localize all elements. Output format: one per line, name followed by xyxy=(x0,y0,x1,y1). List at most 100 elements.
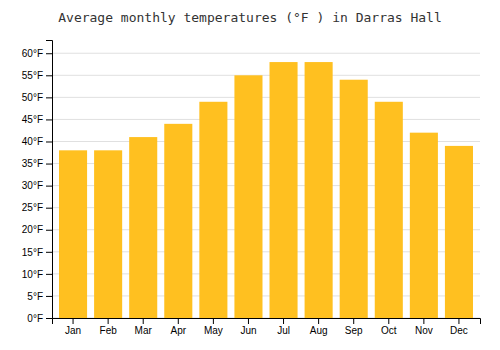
tick-mark xyxy=(46,164,52,165)
y-tick: 5°F xyxy=(27,291,52,302)
tick-label: 0°F xyxy=(27,313,43,324)
bar xyxy=(199,102,227,318)
tick-mark xyxy=(143,318,144,324)
tick-mark xyxy=(46,296,52,297)
tick-mark xyxy=(283,318,284,324)
x-axis: Jan Feb Mar Apr May Jun Jul Aug Sep Oct Nov Dec xyxy=(53,318,481,336)
x-tick: Apr xyxy=(171,318,187,336)
y-tick: 40°F xyxy=(22,136,52,147)
tick-label: Nov xyxy=(415,325,433,336)
tick-mark xyxy=(46,119,52,120)
tick-label: Apr xyxy=(171,325,187,336)
tick-label: Sep xyxy=(345,325,363,336)
grid-line xyxy=(52,53,480,54)
tick-mark xyxy=(46,97,52,98)
bar xyxy=(234,75,262,318)
tick-mark xyxy=(318,318,319,324)
tick-mark xyxy=(423,318,424,324)
tick-label: 10°F xyxy=(22,269,43,280)
tick-mark xyxy=(73,318,74,324)
grid-line xyxy=(52,97,480,98)
tick-label: May xyxy=(204,325,223,336)
y-tick: 30°F xyxy=(22,180,52,191)
bar xyxy=(410,133,438,318)
tick-mark xyxy=(46,252,52,253)
chart: Average monthly temperatures (°F ) in Da… xyxy=(0,0,500,350)
tick-mark xyxy=(46,274,52,275)
tick-mark xyxy=(46,230,52,231)
x-tick: May xyxy=(204,318,223,336)
y-tick: 20°F xyxy=(22,224,52,235)
tick-label: 40°F xyxy=(22,136,43,147)
y-tick: 10°F xyxy=(22,269,52,280)
bar xyxy=(59,150,87,318)
tick-label: 5°F xyxy=(27,291,43,302)
tick-mark xyxy=(46,75,52,76)
x-tick: Nov xyxy=(415,318,433,336)
grid-line xyxy=(52,75,480,76)
x-tick: Mar xyxy=(135,318,153,336)
plot: 0°F 5°F 10°F 15°F 20°F 25°F 30°F 35°F 40°F 45°F 50… xyxy=(22,41,481,337)
y-tick: 55°F xyxy=(22,70,52,81)
tick-label: 15°F xyxy=(22,247,43,258)
x-tick: Dec xyxy=(450,318,468,336)
tick-label: 25°F xyxy=(22,202,43,213)
bar xyxy=(129,137,157,318)
tick-mark xyxy=(108,318,109,324)
bar xyxy=(375,102,403,318)
tick-label: Jan xyxy=(65,325,81,336)
tick-mark xyxy=(388,318,389,324)
tick-label: 30°F xyxy=(22,180,43,191)
y-tick: 60°F xyxy=(22,48,52,59)
tick-label: 50°F xyxy=(22,92,43,103)
x-tick: Aug xyxy=(310,318,328,336)
tick-label: 55°F xyxy=(22,70,43,81)
tick-label: Dec xyxy=(450,325,468,336)
x-tick: Feb xyxy=(100,318,118,336)
tick-label: Aug xyxy=(310,325,328,336)
x-tick: Jul xyxy=(277,318,290,336)
tick-label: Jul xyxy=(277,325,290,336)
bar xyxy=(340,80,368,318)
y-tick: 50°F xyxy=(22,92,52,103)
x-tick: Jun xyxy=(240,318,256,336)
tick-mark xyxy=(178,318,179,324)
x-tick: Oct xyxy=(381,318,397,336)
tick-mark xyxy=(458,318,459,324)
bar xyxy=(164,124,192,318)
tick-mark xyxy=(46,141,52,142)
tick-mark xyxy=(46,186,52,187)
bar xyxy=(270,62,298,318)
y-tick: 45°F xyxy=(22,114,52,125)
bar xyxy=(305,62,333,318)
grid-line xyxy=(52,119,480,120)
tick-label: Feb xyxy=(100,325,118,336)
tick-label: Jun xyxy=(240,325,256,336)
tick-mark xyxy=(46,208,52,209)
tick-mark xyxy=(248,318,249,324)
x-tick: Sep xyxy=(345,318,363,336)
bar xyxy=(445,146,473,318)
bars xyxy=(59,62,473,318)
tick-mark xyxy=(46,53,52,54)
tick-mark xyxy=(46,318,52,319)
tick-mark xyxy=(213,318,214,324)
y-tick: 15°F xyxy=(22,247,52,258)
y-tick: 0°F xyxy=(27,313,52,324)
grid xyxy=(52,53,480,318)
y-axis: 0°F 5°F 10°F 15°F 20°F 25°F 30°F 35°F 40°F 45°F 50… xyxy=(22,41,53,324)
axis-line xyxy=(53,319,481,325)
tick-label: 35°F xyxy=(22,158,43,169)
x-tick: Jan xyxy=(65,318,81,336)
tick-label: Oct xyxy=(381,325,397,336)
y-tick: 25°F xyxy=(22,202,52,213)
y-tick: 35°F xyxy=(22,158,52,169)
tick-label: 45°F xyxy=(22,114,43,125)
bar xyxy=(94,150,122,318)
tick-label: Mar xyxy=(135,325,153,336)
tick-label: 60°F xyxy=(22,48,43,59)
axis-line xyxy=(46,41,53,319)
tick-label: 20°F xyxy=(22,224,43,235)
tick-mark xyxy=(353,318,354,324)
title: Average monthly temperatures (°F ) in Da… xyxy=(58,10,442,25)
